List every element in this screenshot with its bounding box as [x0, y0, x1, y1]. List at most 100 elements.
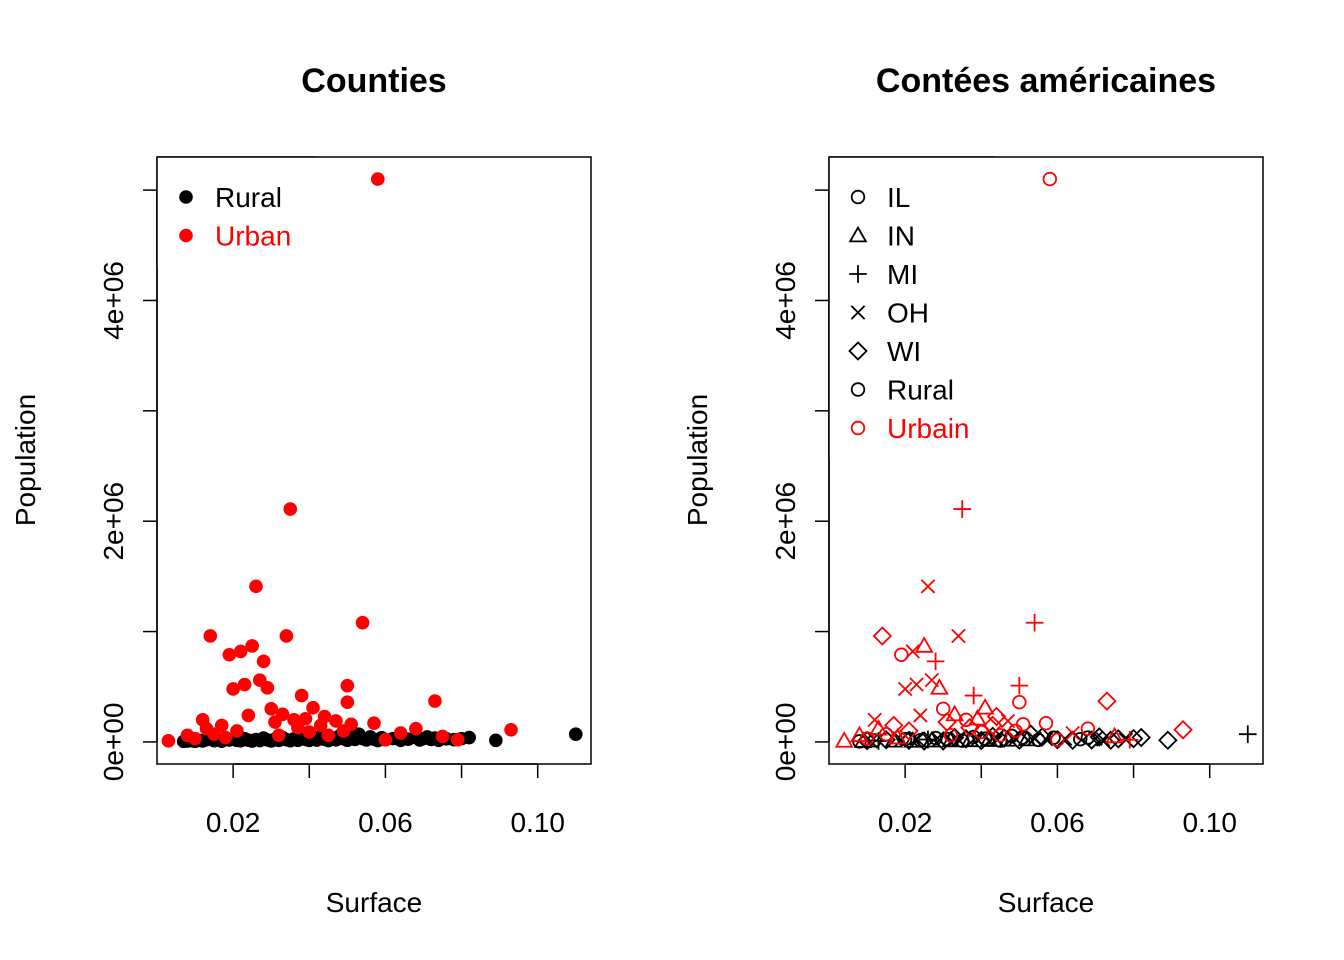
data-point-urbain	[974, 724, 989, 740]
y-tick-label: 2e+06	[98, 482, 129, 561]
x-tick-label: 0.06	[1030, 807, 1085, 838]
data-point-rural	[568, 727, 583, 742]
data-point-rural	[939, 731, 955, 747]
data-point-urban	[237, 677, 252, 692]
data-point-urbain	[1097, 691, 1117, 711]
data-point-urbain	[1120, 730, 1139, 749]
data-point-urban	[226, 682, 240, 696]
legend-marker-wi	[848, 341, 868, 361]
data-point-rural	[489, 733, 503, 748]
legend-label: OH	[887, 298, 929, 329]
x-tick-label: 0.10	[1182, 807, 1237, 838]
data-point-rural	[1131, 727, 1151, 748]
legend: Rural Urban	[156, 156, 317, 269]
data-point-urbain	[1105, 726, 1124, 744]
data-point-urbain	[1010, 676, 1029, 695]
data-point-urban	[340, 678, 355, 693]
x-tick-label: 0.02	[878, 807, 933, 838]
data-point-urbain	[872, 626, 893, 646]
data-point-urban	[241, 708, 256, 723]
x-axis: 0.02 0.06 0.10	[878, 763, 1237, 838]
y-tick-label: 4e+06	[98, 261, 129, 340]
data-point-urbain	[968, 709, 987, 726]
data-point-urban	[302, 725, 317, 739]
data-point-rural	[1017, 729, 1037, 747]
data-point-urban	[504, 722, 518, 737]
data-point-urbain	[1025, 613, 1044, 632]
data-point-rural	[1238, 725, 1257, 744]
data-point-urbain	[1050, 732, 1065, 747]
data-point-urbain	[867, 712, 882, 728]
data-point-urbain	[869, 718, 888, 736]
x-axis-label: Surface	[326, 887, 423, 918]
data-point-urban	[329, 714, 343, 728]
data-point-urbain	[909, 677, 924, 692]
data-point-urban	[222, 647, 237, 662]
legend-background	[829, 157, 995, 459]
legend: IL IN MI OH WI Rural Urbain	[828, 156, 995, 459]
data-point-rural	[1123, 728, 1144, 749]
legend-label: WI	[887, 336, 921, 367]
data-point-rural	[1108, 729, 1129, 749]
data-point-urbain	[951, 628, 966, 644]
legend-background	[157, 157, 317, 269]
legend-label: MI	[887, 259, 918, 290]
data-point-urban	[367, 716, 381, 730]
data-point-urbain	[883, 715, 904, 736]
data-point-urban	[260, 681, 275, 695]
data-point-urban	[249, 579, 263, 594]
data-point-rural	[1158, 730, 1178, 751]
legend-marker-il	[850, 189, 866, 205]
data-point-urbain	[1080, 721, 1096, 736]
data-point-urbain	[920, 579, 936, 594]
data-point-urbain	[914, 636, 934, 653]
data-point-urban	[283, 502, 298, 516]
data-point-urban	[214, 718, 229, 733]
data-point-rural	[1089, 727, 1110, 747]
data-point-urban	[230, 724, 244, 738]
data-point-urban	[409, 721, 423, 736]
legend-marker-oh	[850, 305, 866, 320]
y-tick-label: 0e+00	[770, 703, 801, 782]
data-point-urbain	[1065, 725, 1080, 741]
data-point-urbain	[1015, 717, 1031, 732]
data-point-urbain	[878, 727, 894, 742]
legend-label: Rural	[215, 182, 282, 213]
legend-label: IL	[887, 182, 910, 213]
data-point-urban	[298, 711, 313, 726]
data-point-urban	[275, 707, 290, 722]
data-point-rural	[1073, 731, 1088, 747]
data-point-rural	[1062, 730, 1083, 751]
legend-label: Urban	[215, 221, 291, 252]
data-point-urban	[256, 654, 271, 669]
data-point-urbain	[929, 678, 949, 695]
data-point-urban	[233, 644, 248, 659]
data-point-urbain	[859, 731, 875, 746]
data-point-rural	[462, 730, 476, 745]
data-point-urban	[344, 717, 358, 732]
data-point-urban	[279, 629, 294, 643]
legend-marker-rural	[179, 190, 193, 204]
legend-marker-rural	[850, 382, 866, 397]
data-point-urban	[264, 702, 279, 716]
data-point-urban	[306, 700, 320, 715]
data-point-urbain	[953, 500, 972, 518]
legend-marker-urbain	[850, 420, 866, 436]
data-point-urbain	[905, 644, 921, 659]
data-point-urban	[272, 728, 286, 743]
x-tick-label: 0.02	[206, 807, 261, 838]
data-point-urbain	[913, 708, 928, 723]
data-points	[834, 171, 1257, 751]
y-tick-label: 0e+00	[98, 703, 129, 782]
data-point-urban	[393, 726, 408, 740]
legend-label: Urbain	[887, 413, 969, 444]
data-point-urbain	[894, 647, 909, 662]
data-point-urban	[317, 709, 332, 724]
data-point-urbain	[834, 731, 854, 748]
chart-title: Counties	[301, 62, 446, 100]
data-point-urban	[371, 172, 385, 186]
y-axis: 0e+00 2e+06 4e+06	[770, 189, 830, 782]
data-point-urbain	[937, 712, 957, 732]
data-point-urbain	[936, 701, 951, 717]
